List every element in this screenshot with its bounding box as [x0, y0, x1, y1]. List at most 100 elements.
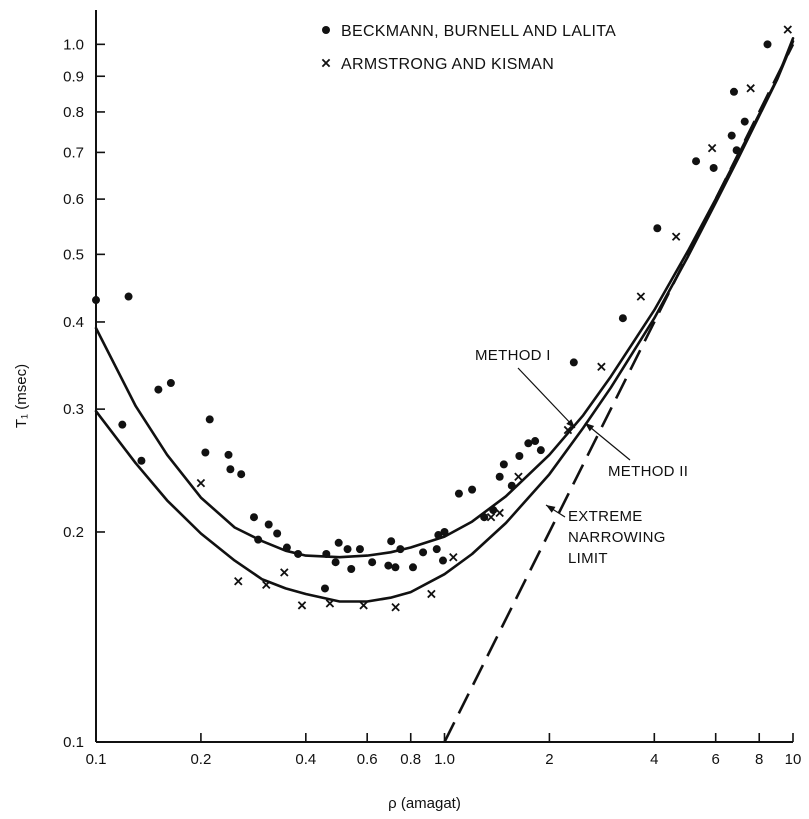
x-axis-title: ρ (amagat) [388, 795, 461, 812]
annotation-leader-line [584, 422, 631, 461]
annotation-line: METHOD II [608, 463, 688, 480]
axes: 0.1 0.2 0.4 0.6 0.8 1.0 2 4 6 8 10 0.1 0.2 0.3 0.4 0.5 0… [63, 10, 801, 768]
curve-annotations: METHOD I METHOD II EXTREME NARROWING LIMIT [475, 347, 688, 567]
dot-point [727, 131, 736, 140]
legend-label: BECKMANN, BURNELL AND LALITA [341, 23, 616, 40]
legend-entry: BECKMANN, BURNELL AND LALITA [322, 23, 616, 40]
annotation-extreme-narrowing-limit: EXTREME NARROWING LIMIT [545, 504, 665, 567]
dot-point [347, 564, 356, 573]
dot-point [419, 548, 428, 557]
dot-point [154, 385, 163, 394]
dot-point [387, 537, 396, 546]
dot-point [524, 439, 533, 448]
dot-point [763, 40, 772, 49]
dot-point [391, 563, 400, 572]
dot-point [384, 561, 393, 570]
dot-point [264, 520, 273, 529]
dot-point [489, 506, 498, 515]
x-tick-label: 4 [650, 751, 658, 768]
dot-point [343, 545, 352, 554]
dot-point [515, 452, 524, 461]
x-point [563, 425, 573, 435]
dot-point [438, 556, 447, 565]
dot-point [569, 358, 578, 367]
y-tick-label: 0.9 [63, 68, 84, 85]
y-tick-label: 0.3 [63, 401, 84, 418]
dot-point [454, 489, 463, 498]
dot-point [118, 420, 127, 429]
dot-point [507, 481, 516, 490]
dot-point [249, 513, 258, 522]
dot-point [495, 472, 504, 481]
x-tick-label: 1.0 [434, 751, 455, 768]
x-point [297, 601, 307, 610]
dot-point [531, 437, 540, 446]
dot-point [480, 513, 489, 522]
dot-point [254, 535, 263, 544]
legend-label: ARMSTRONG AND KISMAN [341, 56, 554, 73]
dot-point [124, 292, 133, 301]
dot-point [334, 538, 343, 547]
series-armstrong-and-kisman [196, 25, 793, 612]
curve-extreme-narrowing-limit [443, 43, 795, 743]
y-tick-label: 0.7 [63, 144, 84, 161]
x-point [495, 508, 504, 518]
x-tick-label: 6 [712, 751, 720, 768]
x-point [707, 143, 717, 153]
dot-point [499, 460, 508, 469]
y-tick-label: 0.6 [63, 191, 84, 208]
dot-point [440, 527, 449, 536]
y-axis-title: T₁ (msec) [13, 364, 30, 428]
dot-point [692, 157, 701, 166]
legend: BECKMANN, BURNELL AND LALITA ARMSTRONG AN… [321, 23, 616, 73]
dot-point [729, 87, 738, 96]
x-point [783, 25, 793, 34]
x-point [636, 292, 646, 301]
data-points [92, 25, 793, 612]
legend-entry: ARMSTRONG AND KISMAN [321, 56, 554, 73]
dot-point [408, 563, 417, 572]
dot-point [166, 379, 175, 388]
annotation-arrowhead [585, 423, 595, 432]
x-point [325, 599, 335, 608]
x-point [196, 478, 206, 488]
dot-point [92, 296, 100, 305]
x-point [671, 232, 681, 241]
dot-point [205, 415, 214, 424]
x-tick-label: 2 [545, 751, 553, 768]
dot-point [226, 465, 235, 474]
x-tick-label: 10 [785, 751, 802, 768]
x-point [746, 84, 755, 93]
x-point [486, 512, 496, 522]
annotation-method-i: METHOD I [475, 347, 576, 429]
dot-point [237, 470, 246, 479]
annotation-arrowhead [566, 419, 575, 428]
dot-point [618, 314, 627, 323]
annotation-line: METHOD I [475, 347, 551, 364]
curve-method-i [94, 37, 795, 559]
dot-point [322, 549, 331, 558]
dot-point [536, 446, 545, 455]
dot-point [396, 545, 405, 554]
dot-point [740, 117, 749, 126]
dot-point [201, 448, 210, 457]
y-tick-label: 0.2 [63, 524, 84, 541]
y-tick-label: 0.8 [63, 104, 84, 121]
x-tick-label: 0.6 [357, 751, 378, 768]
dot-point [331, 558, 340, 567]
annotation-method-ii: METHOD II [584, 422, 688, 480]
x-point [514, 472, 523, 481]
x-point [359, 601, 368, 610]
series-beckmann-burnell-and-lalita [92, 40, 772, 593]
annotation-arrowhead [546, 505, 556, 513]
y-tick-label: 0.4 [63, 314, 84, 331]
legend-x-marker [321, 58, 331, 68]
dot-point [468, 485, 477, 494]
dot-point [653, 224, 662, 233]
x-point [262, 580, 271, 590]
curve-method-ii [94, 40, 795, 603]
dot-point [709, 163, 718, 172]
x-point [280, 568, 289, 577]
dot-point [294, 549, 303, 558]
fitted-curves [94, 37, 795, 743]
